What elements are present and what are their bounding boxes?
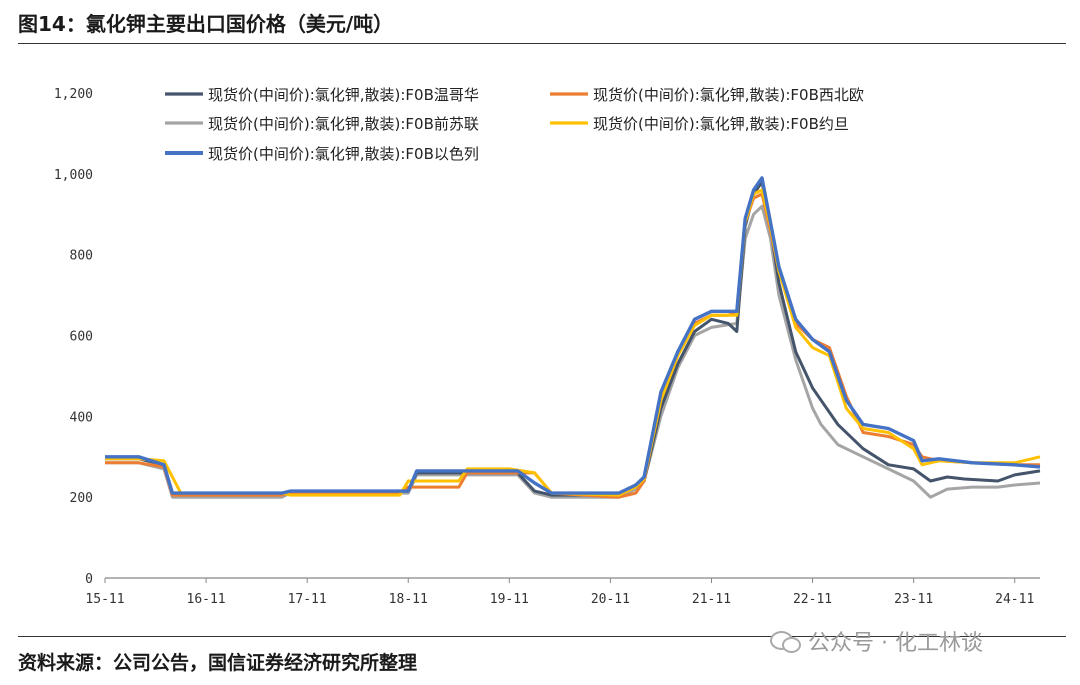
x-tick-label: 21-11 — [692, 592, 731, 607]
title-rule — [18, 43, 1066, 44]
watermark-text: 公众号 · 化工林谈 — [808, 631, 983, 656]
chart-axes: 0 200 400 600 800 1,000 1,200 15-11 16-11 17-11 18… — [54, 87, 1040, 607]
y-tick-label: 1,200 — [54, 87, 93, 102]
figure-title: 图14：氯化钾主要出口国价格（美元/吨） — [18, 12, 394, 36]
x-tick-label: 24-11 — [995, 592, 1034, 607]
wechat-icon — [770, 629, 801, 653]
x-tick-label: 15-11 — [85, 592, 124, 607]
series-line-northwest_europe — [105, 192, 1040, 499]
x-tick-label: 20-11 — [591, 592, 630, 607]
y-tick-label: 0 — [85, 572, 93, 587]
legend-label-northwest_europe: 现货价(中间价):氯化钾,散装):F0B西北欧 — [593, 86, 864, 104]
chart-series — [105, 176, 1041, 499]
line-chart: 0 200 400 600 800 1,000 1,200 15-11 16-11 17-11 18… — [54, 86, 1041, 607]
source-note: 资料来源：公司公告，国信证券经济研究所整理 — [18, 652, 418, 674]
legend-label-vancouver: 现货价(中间价):氯化钾,散装):F0B温哥华 — [208, 86, 479, 104]
y-tick-label: 1,000 — [54, 168, 93, 183]
legend-label-former_soviet: 现货价(中间价):氯化钾,散装):F0B前苏联 — [208, 115, 479, 133]
x-tick-label: 17-11 — [288, 592, 327, 607]
legend-label-israel: 现货价(中间价):氯化钾,散装):F0B以色列 — [208, 145, 479, 163]
source-rule — [18, 636, 1066, 637]
y-tick-label: 400 — [70, 410, 93, 425]
series-line-vancouver — [105, 180, 1041, 497]
watermark: 公众号 · 化工林谈 — [770, 625, 983, 657]
series-line-jordan — [105, 188, 1041, 497]
x-tick-label: 22-11 — [793, 592, 832, 607]
y-tick-label: 800 — [70, 249, 93, 264]
series-line-former_soviet — [105, 204, 1041, 499]
y-tick-label: 600 — [70, 330, 93, 345]
x-tick-label: 16-11 — [187, 592, 226, 607]
series-line-israel — [105, 176, 1041, 495]
legend-label-jordan: 现货价(中间价):氯化钾,散装):F0B约旦 — [593, 115, 849, 133]
x-tick-label: 18-11 — [389, 592, 428, 607]
x-tick-label: 19-11 — [490, 592, 529, 607]
x-tick-label: 23-11 — [894, 592, 933, 607]
y-tick-label: 200 — [70, 491, 93, 506]
chart-legend: 现货价(中间价):氯化钾,散装):F0B温哥华 现货价(中间价):氯化钾,散装):… — [165, 86, 864, 163]
